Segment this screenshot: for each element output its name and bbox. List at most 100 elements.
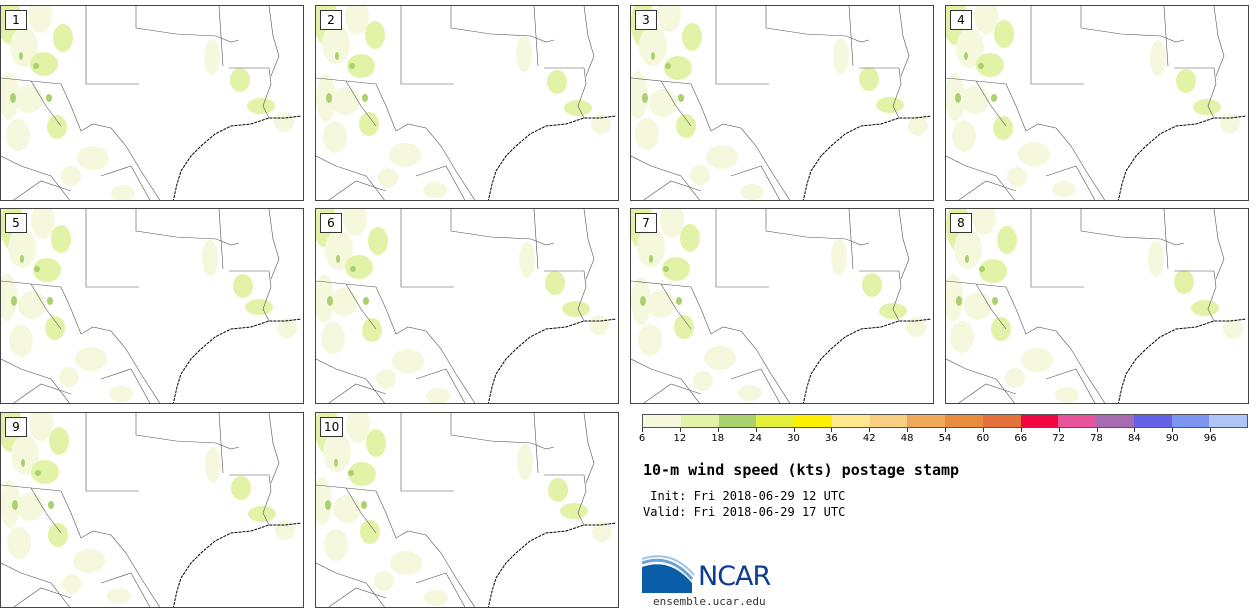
map-panel-2: 2 bbox=[315, 5, 619, 201]
state-border bbox=[533, 209, 539, 270]
wind-shading bbox=[994, 20, 1014, 48]
state-border bbox=[544, 67, 587, 119]
wind-shading bbox=[333, 495, 361, 523]
legend-swatch bbox=[1171, 415, 1210, 427]
panel-label: 7 bbox=[635, 213, 657, 233]
wind-shading bbox=[7, 527, 31, 559]
coastline bbox=[802, 115, 932, 200]
state-border bbox=[1, 484, 161, 607]
wind-shading bbox=[1007, 167, 1027, 187]
state-border bbox=[1, 280, 161, 403]
coastline bbox=[802, 318, 932, 403]
wind-shading bbox=[1223, 319, 1243, 339]
wind-shading bbox=[589, 315, 609, 335]
state-border bbox=[946, 358, 1015, 403]
wind-shading-strong bbox=[12, 500, 18, 510]
state-border bbox=[1174, 270, 1217, 322]
legend-color-bar bbox=[642, 414, 1248, 428]
wind-shading bbox=[10, 27, 38, 67]
state-border bbox=[631, 280, 791, 403]
wind-shading bbox=[48, 523, 68, 547]
wind-shading bbox=[961, 86, 989, 114]
wind-shading bbox=[1, 72, 19, 120]
wind-shading bbox=[28, 6, 52, 33]
map-panel-4: 4 bbox=[945, 5, 1249, 201]
wind-shading bbox=[15, 85, 43, 113]
panel-label: 3 bbox=[635, 10, 657, 30]
legend-tick-label: 6 bbox=[638, 433, 646, 444]
wind-shading-strong bbox=[336, 255, 340, 263]
state-border bbox=[218, 6, 224, 67]
wind-shading-strong bbox=[335, 52, 339, 60]
wind-shading bbox=[8, 228, 36, 268]
legend-tick bbox=[755, 428, 757, 432]
state-border bbox=[229, 270, 272, 322]
state-border bbox=[643, 180, 702, 200]
wind-shading bbox=[631, 71, 648, 119]
wind-shading bbox=[75, 347, 107, 371]
legend-swatch bbox=[718, 415, 757, 427]
wind-shading-strong bbox=[964, 52, 968, 60]
state-border bbox=[975, 283, 1007, 330]
state-border bbox=[1, 358, 70, 403]
wind-shading bbox=[205, 447, 221, 483]
wind-shading bbox=[18, 291, 46, 319]
wind-shading bbox=[831, 239, 847, 275]
state-border bbox=[859, 67, 902, 119]
legend-tick bbox=[1210, 428, 1212, 432]
state-border bbox=[544, 474, 587, 526]
wind-shading-strong bbox=[21, 459, 25, 467]
wind-shading bbox=[548, 478, 568, 502]
state-border bbox=[328, 383, 387, 403]
state-border bbox=[1213, 209, 1225, 280]
wind-shading bbox=[635, 118, 659, 150]
wind-shading bbox=[649, 89, 677, 117]
wind-shading bbox=[547, 70, 567, 94]
wind-shading bbox=[343, 209, 367, 236]
valid-time: Valid: Fri 2018-06-29 17 UTC bbox=[643, 505, 846, 519]
wind-shading-strong bbox=[651, 52, 655, 60]
wind-shading-strong bbox=[362, 94, 368, 102]
wind-shading bbox=[1220, 113, 1240, 133]
wind-shading bbox=[376, 369, 396, 389]
legend-tick-label: 42 bbox=[862, 433, 876, 444]
wind-shading bbox=[109, 386, 133, 402]
state-border bbox=[13, 383, 72, 403]
logo-text: NCAR bbox=[698, 561, 771, 592]
legend-swatch bbox=[1058, 415, 1096, 427]
wind-shading bbox=[323, 121, 347, 153]
wind-shading bbox=[62, 574, 82, 594]
wind-shading-strong bbox=[992, 297, 998, 305]
wind-shading bbox=[231, 476, 251, 500]
wind-shading bbox=[693, 371, 713, 391]
wind-shading bbox=[322, 24, 350, 64]
state-border bbox=[345, 487, 377, 534]
wind-shading bbox=[950, 321, 974, 353]
wind-shading-strong bbox=[676, 297, 682, 305]
wind-shading bbox=[360, 520, 380, 544]
wind-shading bbox=[862, 273, 882, 297]
state-border bbox=[135, 6, 240, 43]
state-border bbox=[316, 280, 476, 403]
state-border bbox=[1163, 209, 1169, 270]
wind-shading-strong bbox=[649, 255, 653, 263]
wind-shading-strong bbox=[642, 93, 648, 103]
state-border bbox=[715, 209, 769, 288]
state-border bbox=[848, 209, 854, 270]
map-canvas bbox=[316, 6, 617, 200]
wind-shading bbox=[833, 38, 849, 74]
legend-tick bbox=[642, 428, 643, 432]
map-panel-5: 5 bbox=[0, 208, 304, 404]
wind-shading bbox=[73, 549, 105, 573]
wind-shading bbox=[1174, 270, 1194, 294]
init-time: Init: Fri 2018-06-29 12 UTC bbox=[643, 489, 846, 503]
state-border bbox=[13, 180, 72, 200]
state-border bbox=[30, 283, 62, 330]
wind-shading-strong bbox=[47, 297, 53, 305]
legend-tick bbox=[1058, 428, 1060, 432]
wind-shading-strong bbox=[349, 63, 355, 69]
state-border bbox=[631, 77, 791, 200]
legend-tick-label: 60 bbox=[976, 433, 990, 444]
wind-shading bbox=[368, 227, 388, 255]
wind-shading bbox=[392, 349, 424, 373]
